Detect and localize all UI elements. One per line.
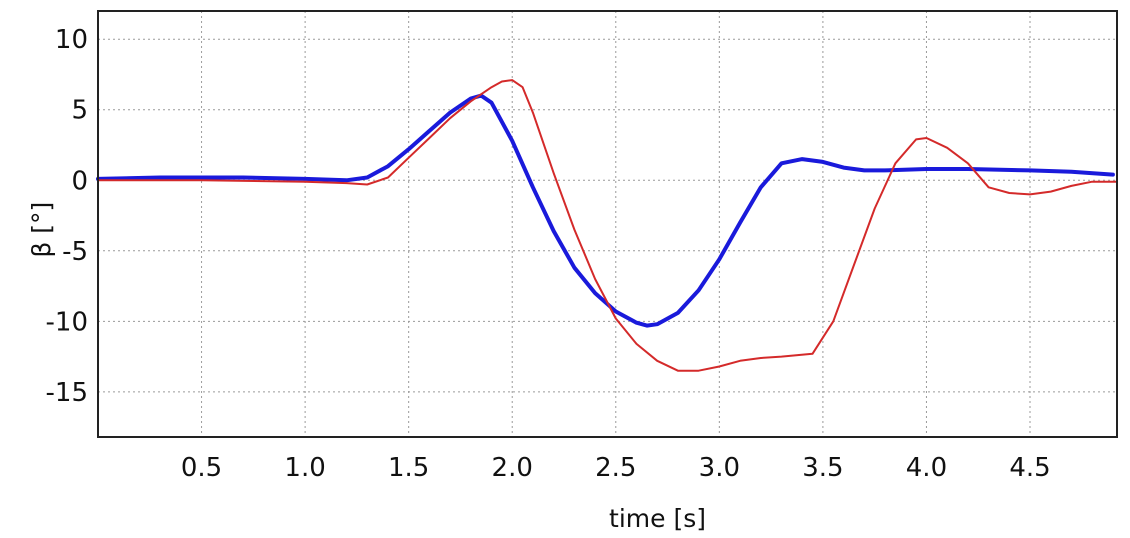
x-tick-label: 4.0 <box>906 453 947 483</box>
y-tick-label: -5 <box>62 237 88 267</box>
x-tick-label: 3.0 <box>699 453 740 483</box>
series-line-1 <box>96 93 1115 328</box>
y-tick-label: 10 <box>55 25 88 55</box>
y-tick-label: 5 <box>71 96 88 126</box>
y-tick-label: -10 <box>46 307 88 337</box>
x-tick-label: 2.5 <box>595 453 636 483</box>
x-tick-label: 3.5 <box>802 453 843 483</box>
y-tick-label: -15 <box>46 378 88 408</box>
x-axis-label: time [s] <box>609 504 706 533</box>
x-tick-label: 0.5 <box>181 453 222 483</box>
x-tick-labels: 0.5 1.0 1.5 2.0 2.5 3.0 3.5 4.0 4.5 <box>181 453 1051 483</box>
y-tick-label: 0 <box>71 166 88 196</box>
x-tick-label: 2.0 <box>492 453 533 483</box>
y-axis-label: β [°] <box>27 202 56 258</box>
x-tick-label: 4.5 <box>1009 453 1050 483</box>
x-tick-label: 1.0 <box>284 453 325 483</box>
plot-frame <box>97 10 1118 438</box>
grid <box>98 11 1117 437</box>
series-line-2 <box>97 79 1118 372</box>
x-tick-label: 1.5 <box>388 453 429 483</box>
y-tick-labels: 10 5 0 -5 -10 -15 <box>46 25 88 408</box>
series-layer <box>96 79 1118 372</box>
